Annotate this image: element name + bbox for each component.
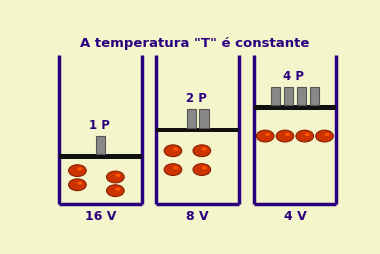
FancyBboxPatch shape	[43, 27, 347, 229]
Circle shape	[193, 164, 211, 176]
Circle shape	[106, 185, 124, 197]
Circle shape	[106, 171, 124, 183]
Circle shape	[193, 145, 211, 157]
Bar	[157, 128, 239, 132]
Bar	[310, 87, 319, 106]
Bar	[200, 109, 209, 128]
Circle shape	[78, 182, 82, 185]
Text: 4 P: 4 P	[283, 69, 304, 82]
Bar	[253, 106, 336, 110]
Circle shape	[296, 131, 313, 142]
Circle shape	[285, 133, 290, 137]
Circle shape	[116, 174, 120, 177]
Bar	[157, 56, 239, 204]
Bar	[59, 155, 142, 159]
Circle shape	[116, 188, 120, 191]
Text: 8 V: 8 V	[186, 209, 209, 222]
Bar	[187, 109, 196, 128]
Circle shape	[202, 148, 207, 151]
Bar	[271, 87, 280, 106]
Bar	[284, 87, 293, 106]
Bar	[59, 56, 142, 204]
Circle shape	[256, 131, 274, 142]
Bar	[96, 136, 105, 155]
Text: 16 V: 16 V	[85, 209, 116, 222]
Circle shape	[164, 164, 182, 176]
Circle shape	[202, 167, 207, 170]
Circle shape	[173, 167, 178, 170]
Circle shape	[276, 131, 294, 142]
Bar	[253, 56, 336, 204]
Circle shape	[78, 168, 82, 171]
Circle shape	[68, 165, 86, 177]
Bar	[297, 87, 306, 106]
Circle shape	[173, 148, 178, 151]
Circle shape	[265, 133, 270, 137]
Circle shape	[316, 131, 333, 142]
Circle shape	[164, 145, 182, 157]
Circle shape	[325, 133, 329, 137]
Circle shape	[305, 133, 310, 137]
Circle shape	[68, 179, 86, 191]
Text: 1 P: 1 P	[89, 118, 109, 131]
Text: 2 P: 2 P	[186, 92, 207, 105]
Text: 4 V: 4 V	[283, 209, 306, 222]
Text: A temperatura "T" é constante: A temperatura "T" é constante	[80, 37, 309, 50]
